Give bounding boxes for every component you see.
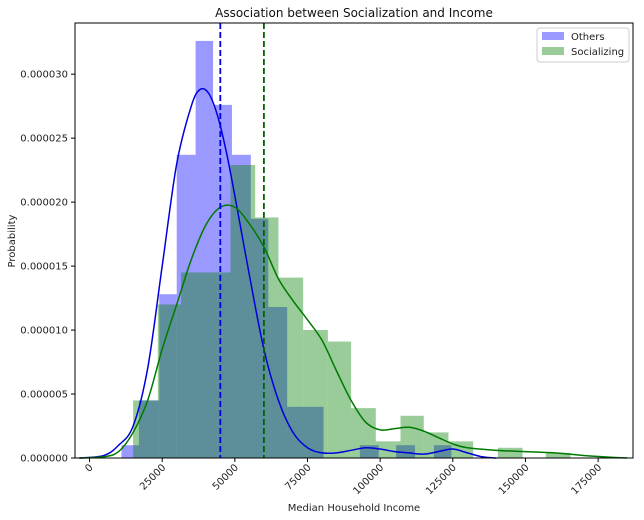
bar-socializing-13 — [448, 441, 474, 458]
y-axis-label: Probability — [7, 214, 18, 267]
bar-others-12 — [396, 445, 416, 458]
y-tick-label: 0.000020 — [20, 198, 68, 209]
y-tick-label: 0.000030 — [20, 70, 68, 81]
y-tick-label: 0.000000 — [20, 454, 68, 465]
bar-others-6 — [231, 154, 251, 458]
x-axis-label: Median Household Income — [288, 503, 420, 514]
bar-socializing-3 — [205, 272, 231, 458]
plot-area: 0.000000 0.000005 0.000010 0.000015 0.000020… — [20, 22, 634, 497]
bar-others-9 — [287, 406, 305, 458]
legend-box — [536, 27, 630, 63]
bar-others-5 — [213, 104, 232, 458]
bar-socializing-8 — [327, 341, 352, 458]
x-tick-label: 25000 — [138, 462, 168, 492]
x-tick-label: 125000 — [424, 462, 459, 497]
bar-socializing-9 — [351, 408, 376, 458]
bar-others-4 — [195, 40, 214, 458]
bar-socializing-2 — [181, 272, 206, 458]
bar-socializing-5 — [255, 217, 279, 458]
bar-socializing-7 — [303, 330, 328, 458]
axes-frame — [74, 22, 634, 459]
bar-others-1 — [138, 400, 160, 458]
chart-title: Association between Socialization and In… — [215, 6, 493, 20]
bar-socializing-6 — [278, 277, 304, 458]
bar-socializing-4 — [230, 165, 256, 458]
y-tick-label: 0.000015 — [20, 262, 68, 273]
x-tick-label: 75000 — [283, 462, 313, 492]
legend-label-others: Others — [571, 32, 605, 43]
bar-socializing-11 — [400, 415, 424, 458]
y-tick-label: 0.000010 — [20, 326, 68, 337]
bar-others-0 — [121, 445, 139, 458]
kde-line-socializing — [79, 204, 628, 459]
bar-others-8 — [268, 307, 288, 458]
bar-socializing-0 — [133, 400, 158, 458]
x-tick-label: 0 — [83, 462, 95, 474]
y-tick-label: 0.000025 — [20, 134, 68, 145]
x-tick-label: 50000 — [211, 462, 241, 492]
x-tick-label: 175000 — [569, 462, 604, 497]
bar-others-13 — [433, 445, 452, 458]
y-tick-label: 0.000005 — [20, 390, 68, 401]
bar-others-3 — [176, 154, 196, 458]
legend-label-socializing: Socializing — [571, 47, 624, 58]
x-tick-label: 150000 — [497, 462, 532, 497]
legend-swatch-socializing — [542, 47, 564, 55]
bar-socializing-10 — [375, 441, 401, 458]
legend: Others Socializing — [536, 27, 630, 63]
legend-swatch-others — [542, 32, 564, 40]
kde-line-others — [79, 87, 497, 459]
bar-others-2 — [159, 294, 177, 458]
bar-socializing-15 — [545, 452, 571, 458]
x-tick-label: 100000 — [351, 462, 386, 497]
bar-others-10 — [304, 406, 324, 458]
bar-socializing-14 — [497, 447, 523, 458]
